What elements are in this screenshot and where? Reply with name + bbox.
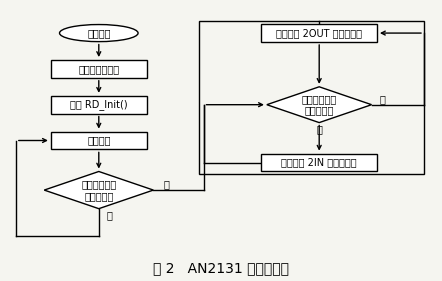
Text: 使能中断: 使能中断 <box>87 135 110 146</box>
Text: 是: 是 <box>107 210 113 221</box>
Text: 检测上传标志
位是否为低: 检测上传标志 位是否为低 <box>81 179 116 201</box>
Text: 是: 是 <box>316 124 322 135</box>
Bar <box>51 60 147 78</box>
Polygon shape <box>44 171 153 209</box>
Polygon shape <box>267 87 372 123</box>
Text: 图 2   AN2131 程序流程图: 图 2 AN2131 程序流程图 <box>153 262 289 276</box>
Text: 检测下载标志
位是否为低: 检测下载标志 位是否为低 <box>301 94 337 115</box>
Bar <box>51 96 147 114</box>
Text: 否: 否 <box>380 94 385 104</box>
Bar <box>199 21 424 174</box>
Ellipse shape <box>60 24 138 42</box>
Text: 调用端点 2OUT 输出子程序: 调用端点 2OUT 输出子程序 <box>276 28 362 38</box>
Text: 上电复位: 上电复位 <box>87 28 110 38</box>
Bar <box>261 154 377 171</box>
Text: 否: 否 <box>164 180 169 190</box>
Text: 调用端点 2IN 输入子程序: 调用端点 2IN 输入子程序 <box>282 158 357 167</box>
Text: 初始化状态变量: 初始化状态变量 <box>78 64 119 74</box>
Bar <box>51 132 147 149</box>
Bar <box>261 24 377 42</box>
Text: 调用 RD_Init(): 调用 RD_Init() <box>70 99 128 110</box>
